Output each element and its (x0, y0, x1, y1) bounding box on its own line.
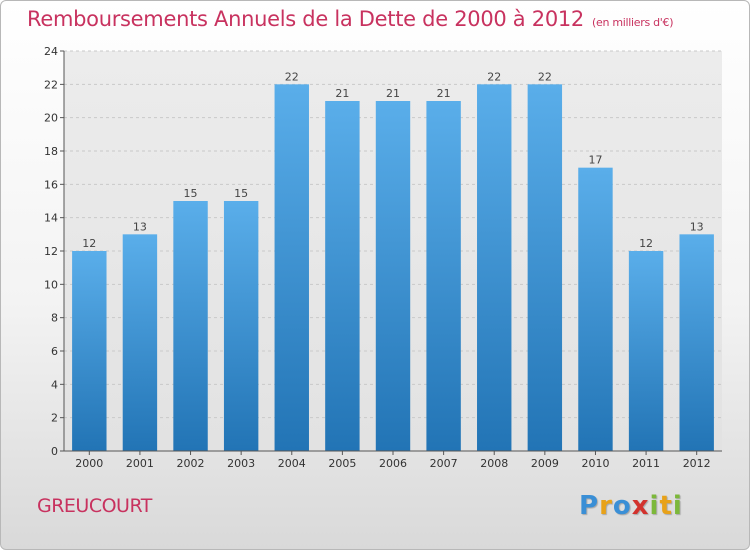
x-tick-label: 2006 (379, 457, 407, 470)
x-tick-label: 2004 (278, 457, 306, 470)
x-tick-label: 2007 (430, 457, 458, 470)
bar-value-label: 17 (588, 154, 602, 167)
bar-value-label: 21 (386, 87, 400, 100)
bar (375, 101, 411, 451)
logo-letter: i (649, 491, 660, 521)
logo-letter: P (579, 491, 600, 521)
y-tick-label: 14 (44, 212, 58, 225)
x-tick-label: 2005 (328, 457, 356, 470)
x-tick-label: 2000 (75, 457, 103, 470)
bar (477, 84, 512, 451)
place-name: GREUCOURT (37, 495, 152, 517)
y-tick-label: 18 (44, 145, 58, 158)
y-tick-label: 16 (44, 178, 58, 191)
proxiti-logo[interactable]: Proxiti (579, 491, 683, 521)
logo-letter: t (659, 491, 673, 521)
bar (72, 251, 107, 451)
chart-subtitle: (en milliers d'€) (592, 16, 674, 29)
bar (325, 101, 360, 451)
x-tick-label: 2009 (531, 457, 559, 470)
bar-value-label: 13 (133, 220, 147, 233)
bar (628, 251, 664, 451)
bar-value-label: 22 (538, 70, 552, 83)
bar-value-label: 22 (285, 70, 299, 83)
bar (578, 167, 613, 451)
bar-value-label: 21 (335, 87, 349, 100)
y-tick-label: 4 (51, 378, 58, 391)
logo-letter: i (672, 491, 683, 521)
x-tick-label: 2008 (480, 457, 508, 470)
chart-title-text: Remboursements Annuels de la Dette de 20… (27, 7, 584, 31)
bars: 12 13 15 15 22 21 21 21 22 22 17 12 13 (72, 70, 714, 451)
x-tick-label: 2002 (177, 457, 205, 470)
y-tick-label: 20 (44, 112, 58, 125)
y-tick-label: 2 (51, 412, 58, 425)
bar (223, 201, 259, 451)
bar-value-label: 12 (82, 237, 96, 250)
y-tick-label: 0 (51, 445, 58, 458)
logo-letter: r (599, 491, 613, 521)
x-tick-label: 2001 (126, 457, 154, 470)
bar-value-label: 12 (639, 237, 653, 250)
bar (426, 101, 461, 451)
y-tick-label: 12 (44, 245, 58, 258)
logo-letter: x (631, 491, 650, 521)
chart-title: Remboursements Annuels de la Dette de 20… (27, 7, 673, 31)
bar-value-label: 21 (437, 87, 451, 100)
x-tick-label: 2012 (683, 457, 711, 470)
y-tick-label: 10 (44, 278, 58, 291)
bar-value-label: 15 (184, 187, 198, 200)
bar (274, 84, 309, 451)
y-tick-label: 24 (44, 45, 58, 58)
x-tick-label: 2010 (581, 457, 609, 470)
bar (173, 201, 208, 451)
y-tick-label: 6 (51, 345, 58, 358)
bar-value-label: 15 (234, 187, 248, 200)
y-tick-label: 8 (51, 312, 58, 325)
x-tick-label: 2003 (227, 457, 255, 470)
bar (679, 234, 714, 451)
bar-value-label: 13 (690, 220, 704, 233)
logo-letter: o (612, 491, 632, 521)
y-tick-label: 22 (44, 78, 58, 91)
bar-value-label: 22 (487, 70, 501, 83)
x-tick-label: 2011 (632, 457, 660, 470)
bar (122, 234, 158, 451)
bar (527, 84, 563, 451)
